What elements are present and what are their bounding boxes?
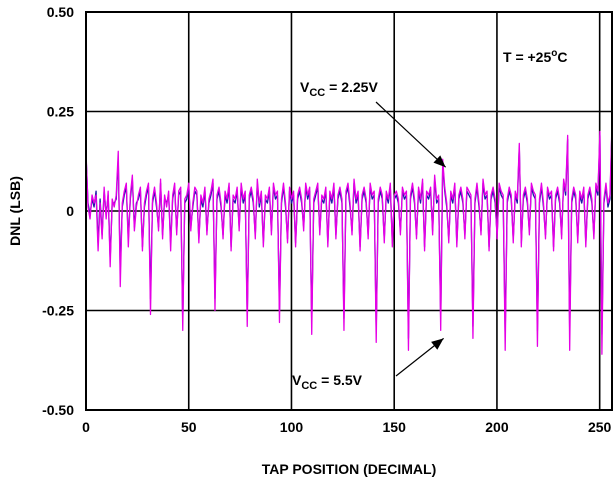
y-tick-label: -0.25 <box>42 303 74 319</box>
series-layer <box>85 123 613 355</box>
annotation-vcc-5-5-label: VCC = 5.5V <box>292 372 363 392</box>
annotation-vcc-2-25-sub: CC <box>309 87 325 99</box>
temperature-annotation: T = +25oC <box>503 48 568 65</box>
annotation-vcc-5-5-sub: CC <box>301 380 317 392</box>
annotation-vcc-5-5-arrowhead <box>431 338 444 350</box>
y-tick-label: 0 <box>66 203 74 219</box>
x-tick-label: 250 <box>588 419 612 435</box>
y-tick-label: -0.50 <box>42 402 74 418</box>
x-tick-label: 100 <box>280 419 304 435</box>
annotation-vcc-2-25-label: VCC = 2.25V <box>300 79 378 99</box>
y-tick-label: 0.25 <box>47 104 74 120</box>
series-line-2 <box>85 123 613 355</box>
annotation-vcc-5-5-value: = 5.5V <box>317 372 362 388</box>
annotation-vcc-5-5: VCC = 5.5V <box>292 337 444 392</box>
annotation-vcc-2-25-value: = 2.25V <box>325 79 378 95</box>
plot-frame <box>85 11 613 411</box>
y-tick-label: 0.50 <box>47 4 74 20</box>
annotation-vcc-2-25: VCC = 2.25V <box>300 79 447 168</box>
temperature-degree: o <box>551 48 557 59</box>
x-tick-label: 150 <box>383 419 407 435</box>
x-tick-label: 50 <box>181 419 197 435</box>
y-axis-title: DNL (LSB) <box>7 176 23 246</box>
temperature-unit: C <box>557 49 567 65</box>
grid <box>86 12 612 410</box>
annotation-vcc-2-25-arrowhead <box>433 155 446 168</box>
temperature-main: T = +25 <box>503 49 551 65</box>
tick-labels: 0 50 100 150 200 250 -0.50 -0.25 0 0.25 0.50 <box>42 4 611 435</box>
x-axis-title: TAP POSITION (DECIMAL) <box>262 461 436 477</box>
annotation-vcc-5-5-v: V <box>292 372 302 388</box>
x-tick-label: 200 <box>485 419 509 435</box>
annotation-vcc-2-25-arrow-line <box>375 101 447 168</box>
annotation-vcc-2-25-v: V <box>300 79 310 95</box>
x-tick-label: 0 <box>82 419 90 435</box>
